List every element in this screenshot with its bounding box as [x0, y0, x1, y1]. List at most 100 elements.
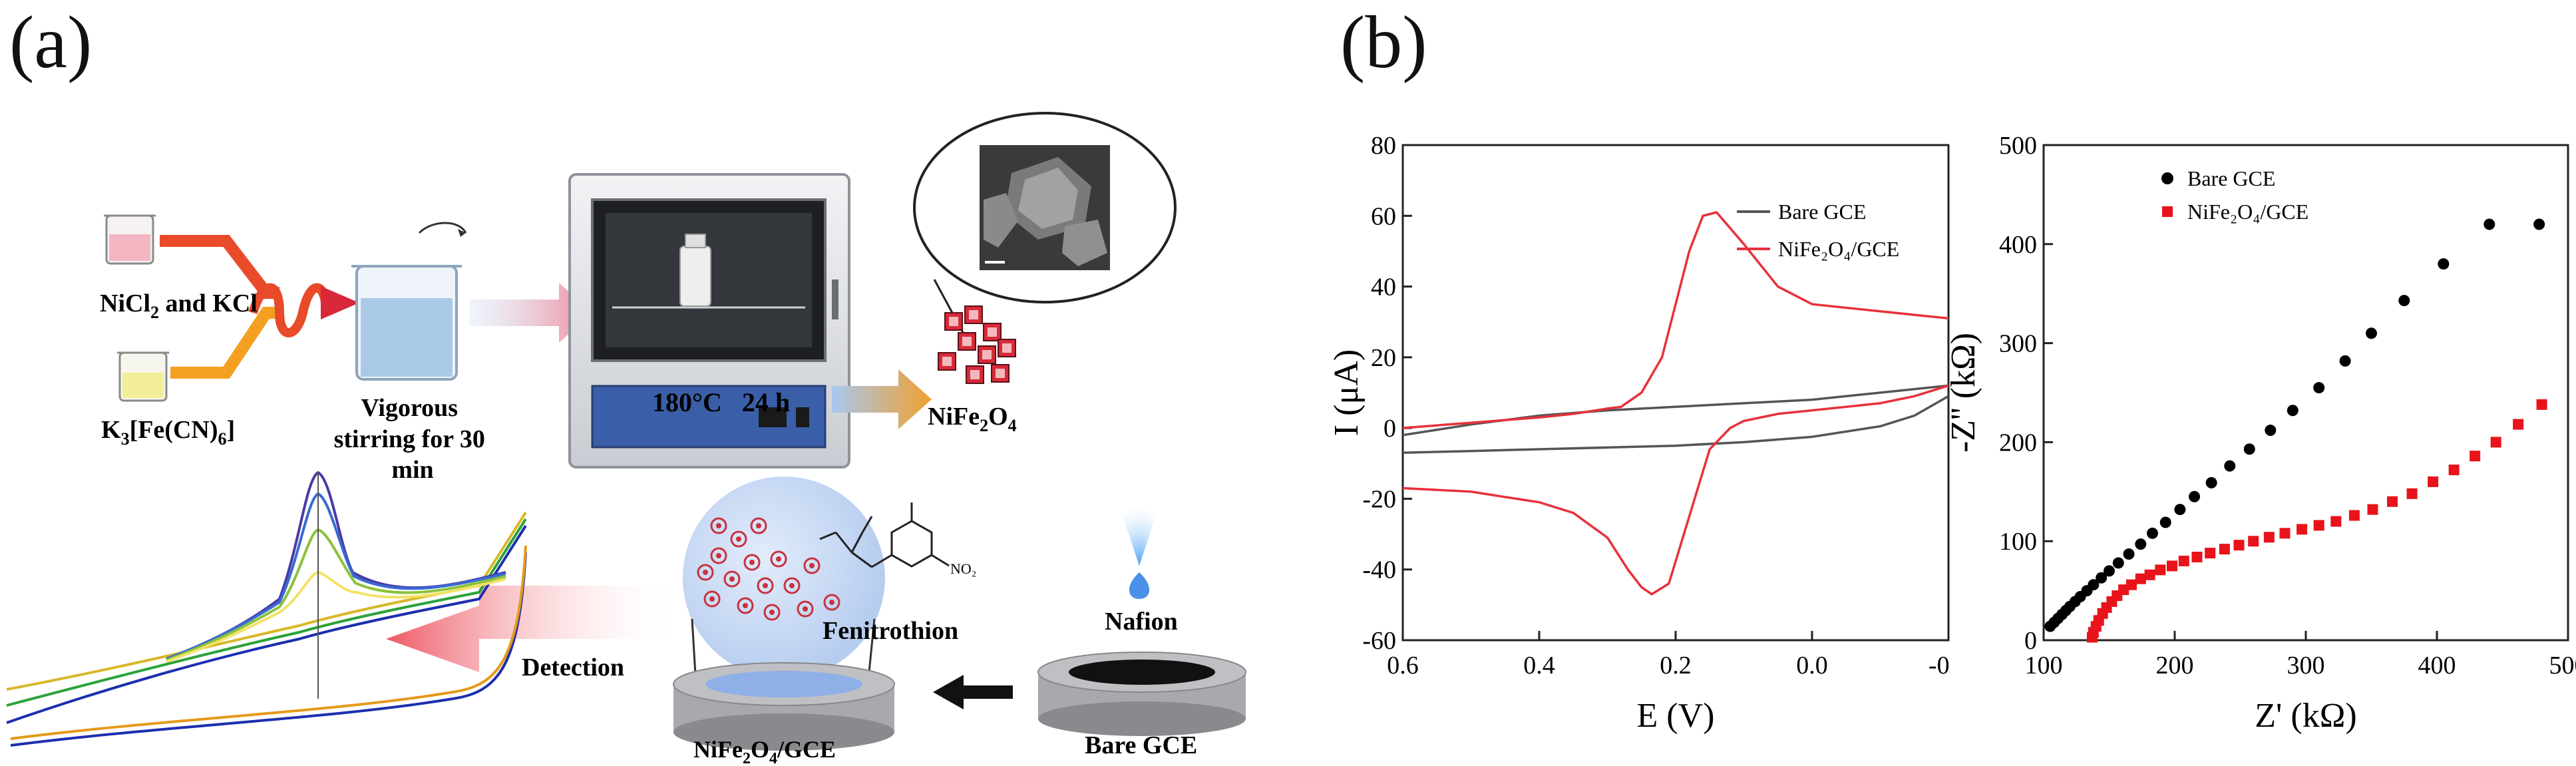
stirring-step-label: Vigorous stirring for 30 min — [334, 394, 492, 484]
synthesis-schematic: NiCl2 and KCl K3[Fe(CN)6] Vigorous stirr… — [6, 112, 1246, 766]
eis-point-nife2o4-gce — [2470, 451, 2481, 462]
eis-legend-label: Bare GCE — [2187, 166, 2275, 190]
eis-point-nife2o4-gce — [2348, 510, 2360, 521]
cv-y-axis-title: I (μA) — [1331, 349, 1366, 436]
eis-legend-label: NiFe₂O₄/GCE — [2187, 200, 2308, 224]
eis-point-nife2o4-gce — [2135, 573, 2146, 584]
bare-electrode-label: Bare GCE — [1085, 731, 1197, 759]
eis-point-nife2o4-gce — [2490, 437, 2501, 448]
cv-x-tick-label: -0.2 — [1929, 652, 1950, 679]
eis-x-tick-label: 500 — [2549, 652, 2576, 679]
detection-label: Detection — [522, 654, 624, 681]
eis-y-tick-label: 500 — [1999, 132, 2037, 160]
fenitrothion-molecule — [819, 502, 950, 568]
eis-y-tick-label: 200 — [1999, 429, 2037, 457]
eis-y-tick-label: 0 — [2024, 627, 2037, 655]
eis-point-nife2o4-gce — [2367, 504, 2378, 515]
eis-point-bare-gce — [2224, 460, 2236, 472]
reagent-nicl2-label: NiCl2 and KCl — [100, 289, 258, 322]
eis-point-bare-gce — [2313, 382, 2325, 394]
product-label: NiFe2O4 — [928, 403, 1017, 435]
eis-point-bare-gce — [2189, 490, 2201, 502]
cv-y-tick-label: -60 — [1362, 627, 1396, 655]
nife2o4-nanocubes — [938, 305, 1016, 384]
eis-chart: 1002003004005005004003002001000Z' (kΩ)-Z… — [1950, 132, 2576, 735]
eis-point-nife2o4-gce — [2279, 528, 2291, 539]
nitro-group-label: NO₂ — [950, 560, 976, 577]
cv-chart: 0.6 0.4 0.2 0.0 -0.2 80 60 40 20 0 -20 -40 -60 E (V) I… — [1331, 132, 1950, 735]
eis-y-axis-title: -Z'' (kΩ) — [1950, 333, 1982, 453]
eis-point-nife2o4-gce — [2297, 524, 2308, 535]
bare-electrode — [1037, 652, 1246, 736]
eis-point-nife2o4-gce — [2330, 516, 2342, 527]
eis-point-nife2o4-gce — [2248, 536, 2259, 547]
cv-x-tick-label: 0.2 — [1660, 652, 1692, 679]
cv-y-tick-label: 20 — [1371, 344, 1396, 372]
autoclave-oven — [568, 173, 850, 469]
cv-y-tick-label: 0 — [1383, 415, 1396, 443]
eis-point-nife2o4-gce — [2125, 579, 2137, 590]
eis-point-bare-gce — [2147, 527, 2159, 539]
cv-x-tick-label: 0.6 — [1387, 652, 1419, 679]
cv-x-axis-title: E (V) — [1637, 697, 1715, 735]
cv-legend-label: NiFe₂O₄/GCE — [1778, 237, 1899, 261]
cv-plot-frame — [1401, 144, 1950, 642]
eis-point-bare-gce — [2533, 218, 2545, 230]
modified-electrode-label: NiFe2O4/GCE — [693, 736, 836, 766]
detection-voltammogram — [6, 471, 527, 747]
eis-point-nife2o4-gce — [2313, 520, 2324, 531]
eis-point-bare-gce — [2398, 295, 2410, 307]
cv-y-tick-label: 60 — [1371, 202, 1396, 230]
stirring-beaker — [351, 222, 467, 381]
cv-x-tick-label: 0.4 — [1523, 652, 1555, 679]
sem-image-bubble — [913, 112, 1177, 347]
cv-legend-label: Bare GCE — [1778, 200, 1866, 224]
arrow-to-product — [832, 369, 932, 429]
eis-point-bare-gce — [2096, 572, 2108, 584]
cv-series-line-nife2o4-gce — [1402, 211, 1949, 429]
eis-point-bare-gce — [2123, 548, 2135, 560]
cv-y-tick-label: -20 — [1362, 485, 1396, 513]
eis-x-tick-label: 400 — [2418, 652, 2456, 679]
eis-point-bare-gce — [2366, 327, 2377, 339]
eis-point-nife2o4-gce — [2233, 540, 2245, 551]
modified-electrode — [673, 662, 895, 751]
eis-point-nife2o4-gce — [2155, 564, 2166, 576]
fenitrothion-label: Fenitrothion — [823, 617, 958, 645]
eis-y-tick-label: 100 — [1999, 528, 2037, 556]
cv-y-tick-label: 40 — [1371, 274, 1396, 301]
oven-condition-label: 180°C 24 h — [652, 387, 790, 417]
sensor-surface-bubble — [683, 477, 885, 686]
cv-series-line-nife2o4-gce — [1402, 384, 1949, 596]
eis-point-bare-gce — [2484, 218, 2495, 230]
eis-point-bare-gce — [2243, 443, 2255, 455]
eis-point-bare-gce — [2287, 405, 2299, 417]
eis-point-bare-gce — [2438, 258, 2450, 270]
eis-point-nife2o4-gce — [2448, 465, 2460, 476]
eis-point-nife2o4-gce — [2428, 476, 2439, 487]
cv-y-tick-label: 80 — [1371, 132, 1396, 160]
eis-point-nife2o4-gce — [2205, 548, 2216, 559]
eis-point-bare-gce — [2159, 516, 2171, 528]
eis-point-nife2o4-gce — [2144, 569, 2155, 580]
eis-y-tick-label: 300 — [1999, 330, 2037, 358]
eis-point-nife2o4-gce — [2191, 552, 2203, 563]
modification-arrow — [933, 675, 1013, 709]
ferricyanide-beaker — [117, 351, 169, 402]
reagent-ferricyanide-label: K3[Fe(CN)6] — [101, 416, 235, 449]
eis-legend-swatch — [2161, 172, 2173, 184]
eis-point-nife2o4-gce — [2406, 488, 2418, 499]
cv-y-tick-label: -40 — [1362, 556, 1396, 584]
eis-x-tick-label: 200 — [2156, 652, 2194, 679]
eis-point-bare-gce — [2112, 557, 2124, 569]
eis-point-bare-gce — [2339, 355, 2351, 367]
eis-point-nife2o4-gce — [2513, 419, 2524, 430]
eis-point-nife2o4-gce — [2263, 532, 2275, 543]
eis-point-nife2o4-gce — [2167, 560, 2178, 572]
eis-legend-swatch — [2162, 206, 2173, 217]
panel-b-label: (b) — [1340, 1, 1427, 84]
arrow-to-oven — [470, 283, 592, 343]
eis-point-bare-gce — [2088, 579, 2100, 591]
detection-arrow — [386, 586, 685, 672]
cv-series-line-bare-gce — [1402, 395, 1949, 455]
